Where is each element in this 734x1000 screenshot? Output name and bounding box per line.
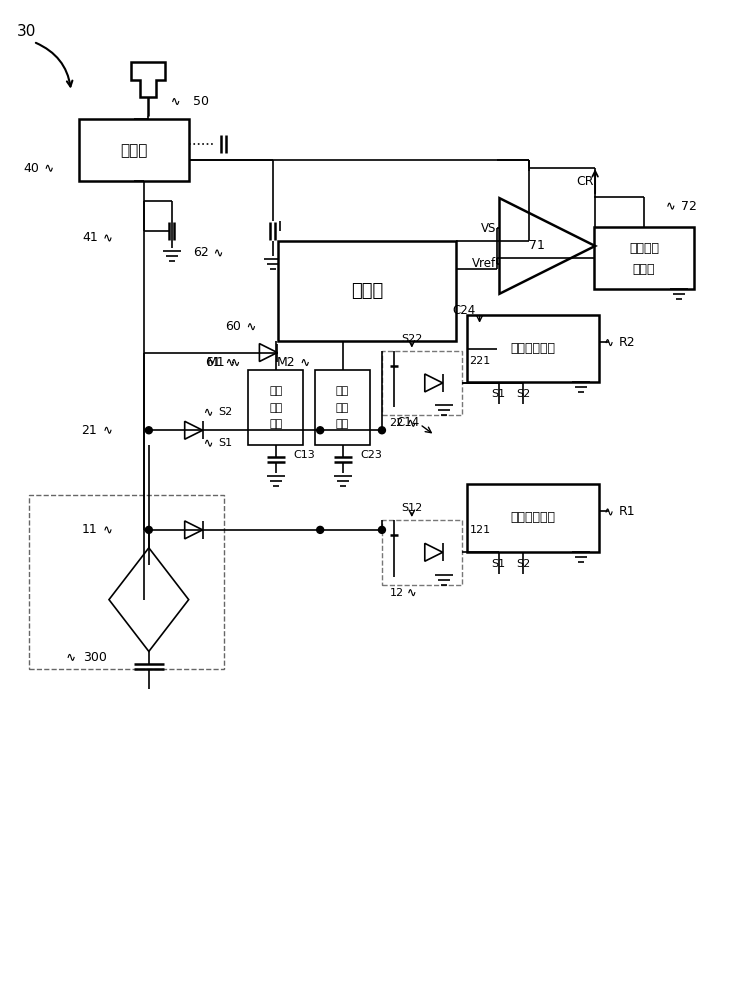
Text: 22: 22: [390, 418, 404, 428]
Text: M1: M1: [207, 356, 225, 369]
Text: 61: 61: [205, 356, 220, 369]
Bar: [467, 484, 599, 552]
Text: 调制: 调制: [269, 386, 283, 396]
Bar: [79, 119, 189, 181]
Bar: [594, 227, 694, 289]
Text: S2: S2: [219, 407, 233, 417]
Text: S2: S2: [516, 389, 531, 399]
Text: C24: C24: [452, 304, 476, 317]
Text: S12: S12: [401, 503, 423, 513]
Text: 模块: 模块: [269, 419, 283, 429]
Circle shape: [145, 427, 153, 434]
Text: 221: 221: [470, 356, 491, 366]
Text: M2: M2: [277, 356, 295, 369]
Text: 11: 11: [81, 523, 97, 536]
Text: VS: VS: [481, 222, 496, 235]
Text: 60: 60: [225, 320, 241, 333]
Text: R2: R2: [619, 336, 636, 349]
Text: 控制: 控制: [336, 403, 349, 413]
Text: S22: S22: [401, 334, 423, 344]
Text: R1: R1: [619, 505, 636, 518]
Text: S1: S1: [219, 438, 233, 448]
Bar: [382, 351, 462, 415]
Text: 21: 21: [81, 424, 97, 437]
Text: 50: 50: [192, 95, 208, 108]
Text: C13: C13: [294, 450, 316, 460]
Text: 121: 121: [470, 525, 491, 535]
Circle shape: [379, 427, 385, 434]
Bar: [315, 370, 370, 445]
Text: 稳压器: 稳压器: [120, 143, 148, 158]
Text: 参考电压: 参考电压: [629, 242, 659, 255]
Text: 调制: 调制: [336, 386, 349, 396]
Text: 产生器: 产生器: [633, 263, 655, 276]
Text: 300: 300: [83, 651, 107, 664]
Text: S1: S1: [492, 559, 506, 569]
Text: C23: C23: [360, 450, 382, 460]
Bar: [248, 370, 303, 445]
Text: 62: 62: [193, 246, 208, 259]
Circle shape: [145, 526, 153, 533]
Text: 71: 71: [529, 239, 545, 252]
Text: 12: 12: [390, 588, 404, 598]
Text: 72: 72: [681, 200, 697, 213]
Text: CR: CR: [576, 175, 594, 188]
Bar: [29, 495, 224, 669]
Text: 整流控制模块: 整流控制模块: [510, 342, 556, 355]
Bar: [278, 241, 456, 341]
Text: C14: C14: [396, 416, 419, 429]
Text: S1: S1: [492, 389, 506, 399]
Text: 30: 30: [17, 24, 36, 39]
Bar: [467, 315, 599, 382]
Text: 40: 40: [23, 162, 39, 175]
Text: 整流控制模块: 整流控制模块: [510, 511, 556, 524]
Text: Vref: Vref: [473, 257, 496, 270]
Text: 41: 41: [82, 231, 98, 244]
Bar: [382, 520, 462, 585]
Circle shape: [316, 427, 324, 434]
Text: 控制: 控制: [269, 403, 283, 413]
Circle shape: [379, 526, 385, 533]
Text: 模块: 模块: [336, 419, 349, 429]
Text: S2: S2: [516, 559, 531, 569]
Circle shape: [316, 526, 324, 533]
Text: 处理器: 处理器: [351, 282, 383, 300]
